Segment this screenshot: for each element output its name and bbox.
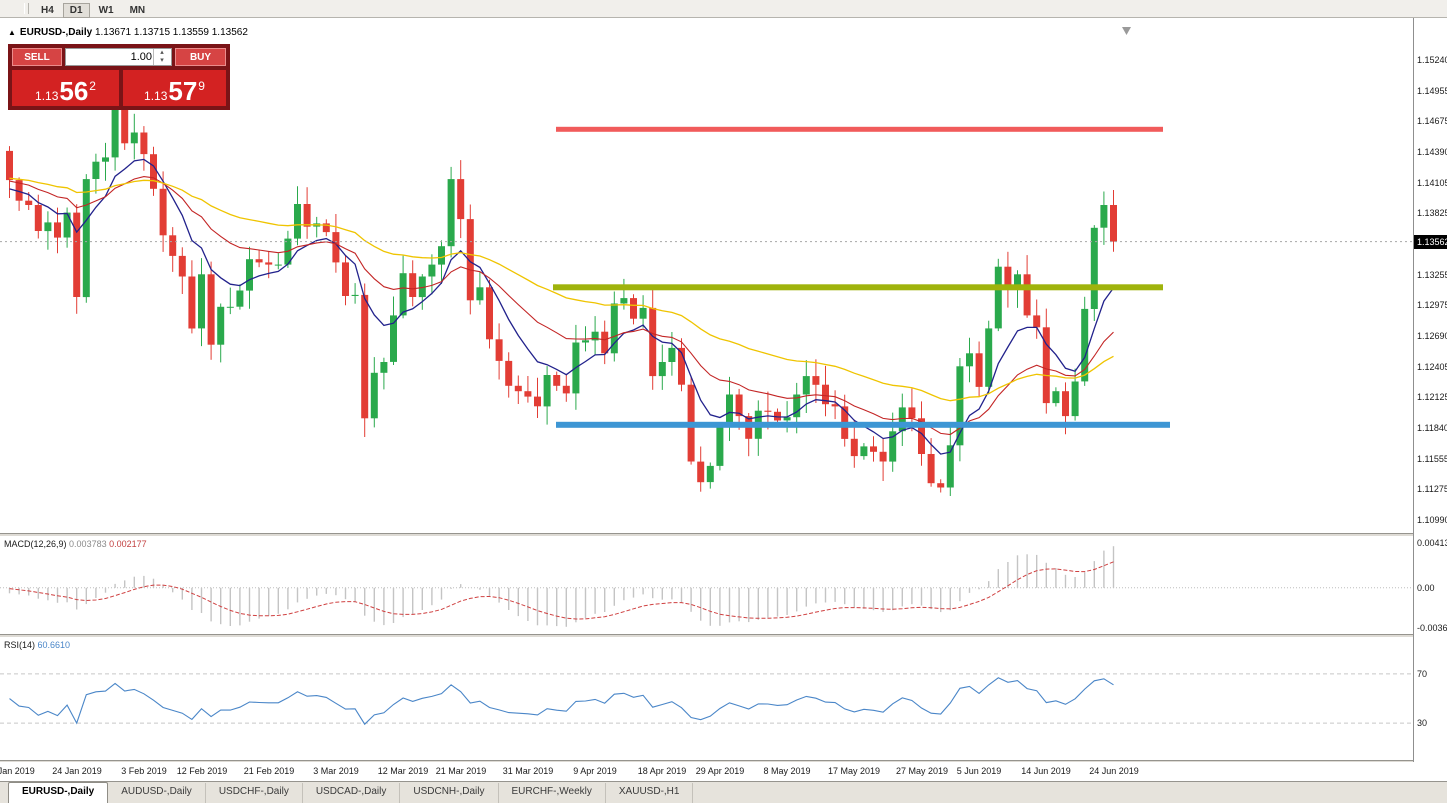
- price-axis-label: 1.11275: [1417, 484, 1447, 494]
- price-chart-canvas[interactable]: [0, 18, 1413, 533]
- date-axis-label: 18 Apr 2019: [637, 766, 687, 776]
- date-axis-label: 31 Mar 2019: [502, 766, 554, 776]
- volume-field: ▴ ▾: [65, 48, 172, 66]
- price-axis[interactable]: 1.15240 1.14955 1.14675 1.14390 1.14105 1.138…: [1413, 18, 1447, 762]
- rsi-axis-label: 70: [1417, 669, 1428, 679]
- one-click-collapse-icon[interactable]: ▲: [8, 28, 16, 37]
- rsi-axis-label: 30: [1417, 718, 1428, 728]
- volume-spinner: ▴ ▾: [153, 49, 170, 65]
- date-axis-label: 3 Feb 2019: [121, 766, 167, 776]
- macd-canvas[interactable]: [0, 536, 1413, 634]
- toolbar-grip[interactable]: [24, 3, 29, 14]
- price-axis-label: 1.12975: [1417, 300, 1447, 310]
- rsi-canvas[interactable]: [0, 637, 1413, 760]
- date-axis-label: 17 May 2019: [827, 766, 881, 776]
- volume-input[interactable]: [66, 49, 152, 65]
- tab-eurusd[interactable]: EURUSD-,Daily: [8, 782, 109, 803]
- period-button-d1[interactable]: D1: [62, 2, 90, 18]
- date-axis-label: 14 Jun 2019: [1021, 766, 1071, 776]
- sell-price-display: 1.13 56 2: [12, 70, 119, 106]
- date-axis-label: 24 Jan 2019: [52, 766, 102, 776]
- chart-shift-marker: [1122, 27, 1131, 35]
- price-axis-label: 1.12690: [1417, 331, 1447, 341]
- macd-axis-label: -0.003699: [1417, 623, 1447, 633]
- macd-histogram: [8, 546, 1115, 627]
- date-axis-label: 21 Mar 2019: [435, 766, 487, 776]
- tab-xauusd[interactable]: XAUUSD-,H1: [606, 783, 694, 803]
- date-axis-label: 8 May 2019: [763, 766, 811, 776]
- date-axis-label: 3 Mar 2019: [313, 766, 359, 776]
- current-price-tag: 1.13562: [1414, 235, 1447, 249]
- resistance-line-red[interactable]: [556, 126, 1163, 132]
- price-axis-label: 1.10990: [1417, 515, 1447, 525]
- date-axis-label: 27 May 2019: [895, 766, 949, 776]
- buy-button[interactable]: BUY: [175, 48, 226, 66]
- date-axis-label: 12 Feb 2019: [176, 766, 228, 776]
- date-axis-label: 21 Feb 2019: [243, 766, 295, 776]
- price-axis-label: 1.12125: [1417, 392, 1447, 402]
- tab-usdcad[interactable]: USDCAD-,Daily: [303, 783, 401, 803]
- price-axis-label: 1.14955: [1417, 86, 1447, 96]
- price-axis-label: 1.14105: [1417, 178, 1447, 188]
- macd-label: MACD(12,26,9) 0.003783 0.002177: [4, 539, 147, 549]
- buy-price-display: 1.13 57 9: [123, 70, 226, 106]
- volume-increase-icon[interactable]: ▴: [160, 49, 164, 56]
- chart-symbol-title: EURUSD-,Daily: [19, 27, 93, 38]
- tab-usdchf[interactable]: USDCHF-,Daily: [206, 783, 303, 803]
- price-axis-label: 1.14390: [1417, 147, 1447, 157]
- period-toolbar: H4 D1 W1 MN: [0, 0, 1447, 18]
- date-axis-label: 9 Apr 2019: [573, 766, 617, 776]
- ma-line-medium[interactable]: [9, 176, 1114, 436]
- support-line-blue[interactable]: [556, 421, 1170, 428]
- price-axis-label: 1.13825: [1417, 208, 1447, 218]
- period-button-h4[interactable]: H4: [34, 3, 61, 18]
- date-axis-label: 5 Jun 2019: [956, 766, 1002, 776]
- price-axis-label: 1.13255: [1417, 270, 1447, 280]
- panel-divider[interactable]: [0, 634, 1447, 637]
- sell-button[interactable]: SELL: [12, 48, 62, 66]
- date-axis-label: 12 Mar 2019: [377, 766, 429, 776]
- mid-line-olive[interactable]: [553, 284, 1163, 291]
- tab-eurchf[interactable]: EURCHF-,Weekly: [499, 783, 606, 803]
- macd-axis-label: 0.00: [1417, 583, 1435, 593]
- macd-signal-line: [9, 561, 1114, 620]
- time-axis[interactable]: 15 Jan 2019 24 Jan 2019 3 Feb 2019 12 Feb 2…: [0, 762, 1413, 781]
- rsi-label: RSI(14) 60.6610: [4, 640, 71, 650]
- candles: [6, 88, 1117, 496]
- period-button-mn[interactable]: MN: [123, 3, 153, 18]
- chart-title-row: ▲ EURUSD-,Daily 1.13671 1.13715 1.13559 1…: [8, 27, 248, 38]
- date-axis-label: 29 Apr 2019: [695, 766, 745, 776]
- price-axis-label: 1.15240: [1417, 55, 1447, 65]
- tab-audusd[interactable]: AUDUSD-,Daily: [108, 783, 206, 803]
- ma-line-slow[interactable]: [9, 177, 1114, 402]
- panel-divider[interactable]: [0, 533, 1447, 536]
- price-axis-label: 1.14675: [1417, 116, 1447, 126]
- panel-divider[interactable]: [0, 760, 1447, 762]
- date-axis-label: 24 Jun 2019: [1089, 766, 1139, 776]
- price-axis-label: 1.11555: [1417, 454, 1447, 464]
- chart-ohlc-values: 1.13671 1.13715 1.13559 1.13562: [94, 27, 248, 38]
- price-axis-label: 1.12405: [1417, 362, 1447, 372]
- tab-usdcnh[interactable]: USDCNH-,Daily: [400, 783, 499, 803]
- ma-line-fast[interactable]: [9, 158, 1115, 455]
- volume-decrease-icon[interactable]: ▾: [160, 57, 164, 64]
- period-button-w1[interactable]: W1: [92, 3, 121, 18]
- date-axis-label: 15 Jan 2019: [0, 766, 35, 776]
- price-axis-label: 1.11840: [1417, 423, 1447, 433]
- chart-tabs-bar: EURUSD-,Daily AUDUSD-,Daily USDCHF-,Daily U…: [0, 781, 1447, 803]
- macd-axis-label: 0.004139: [1417, 538, 1447, 548]
- rsi-line: [9, 677, 1114, 726]
